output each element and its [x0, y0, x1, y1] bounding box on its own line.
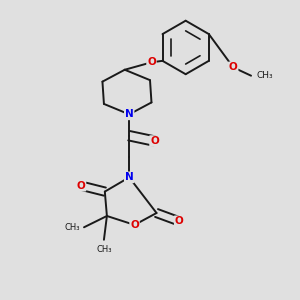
Text: N: N	[125, 172, 134, 182]
Text: O: O	[130, 220, 139, 230]
Text: CH₃: CH₃	[64, 223, 80, 232]
Text: CH₃: CH₃	[256, 71, 273, 80]
Text: CH₃: CH₃	[96, 245, 112, 254]
Text: O: O	[77, 181, 85, 191]
Text: O: O	[229, 62, 238, 72]
Text: O: O	[147, 57, 156, 67]
Text: O: O	[150, 136, 159, 146]
Text: N: N	[125, 109, 134, 119]
Text: O: O	[175, 216, 184, 226]
